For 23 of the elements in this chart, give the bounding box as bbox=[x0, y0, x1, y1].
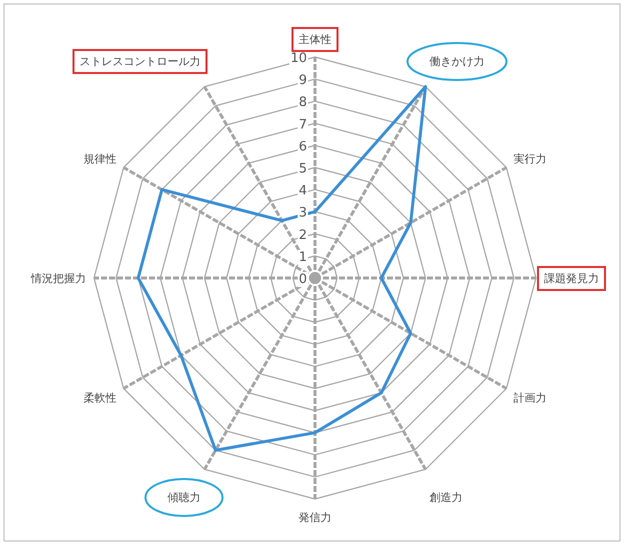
y-tick-label: 3 bbox=[298, 206, 307, 221]
spoke-label: 創造力 bbox=[430, 490, 462, 504]
spoke-label: 実行力 bbox=[513, 152, 546, 166]
spoke-label: ストレスコントロール力 bbox=[80, 55, 200, 68]
spoke-label: 主体性 bbox=[298, 33, 332, 46]
y-tick-label: 8 bbox=[298, 95, 307, 110]
spoke-label: 働きかけ力 bbox=[430, 55, 484, 68]
spoke-label: 課題発見力 bbox=[544, 272, 599, 285]
y-tick-label: 2 bbox=[298, 228, 307, 243]
y-tick-label: 6 bbox=[298, 139, 307, 154]
y-tick-label: 10 bbox=[290, 51, 307, 66]
y-tick-label: 4 bbox=[298, 184, 307, 199]
y-tick-label: 7 bbox=[298, 117, 307, 132]
spoke-label: 傾聴力 bbox=[168, 490, 200, 504]
spoke-label: 情況把握力 bbox=[30, 272, 86, 285]
y-tick-label: 0 bbox=[298, 272, 307, 287]
y-tick-label: 5 bbox=[298, 162, 307, 176]
spoke-label: 発信力 bbox=[298, 511, 332, 524]
spoke-label: 柔軟性 bbox=[84, 392, 117, 404]
y-tick-label: 1 bbox=[298, 250, 307, 265]
y-tick-label: 9 bbox=[298, 73, 307, 88]
spoke-label: 規律性 bbox=[84, 152, 117, 166]
spoke-label: 計画力 bbox=[513, 392, 546, 404]
